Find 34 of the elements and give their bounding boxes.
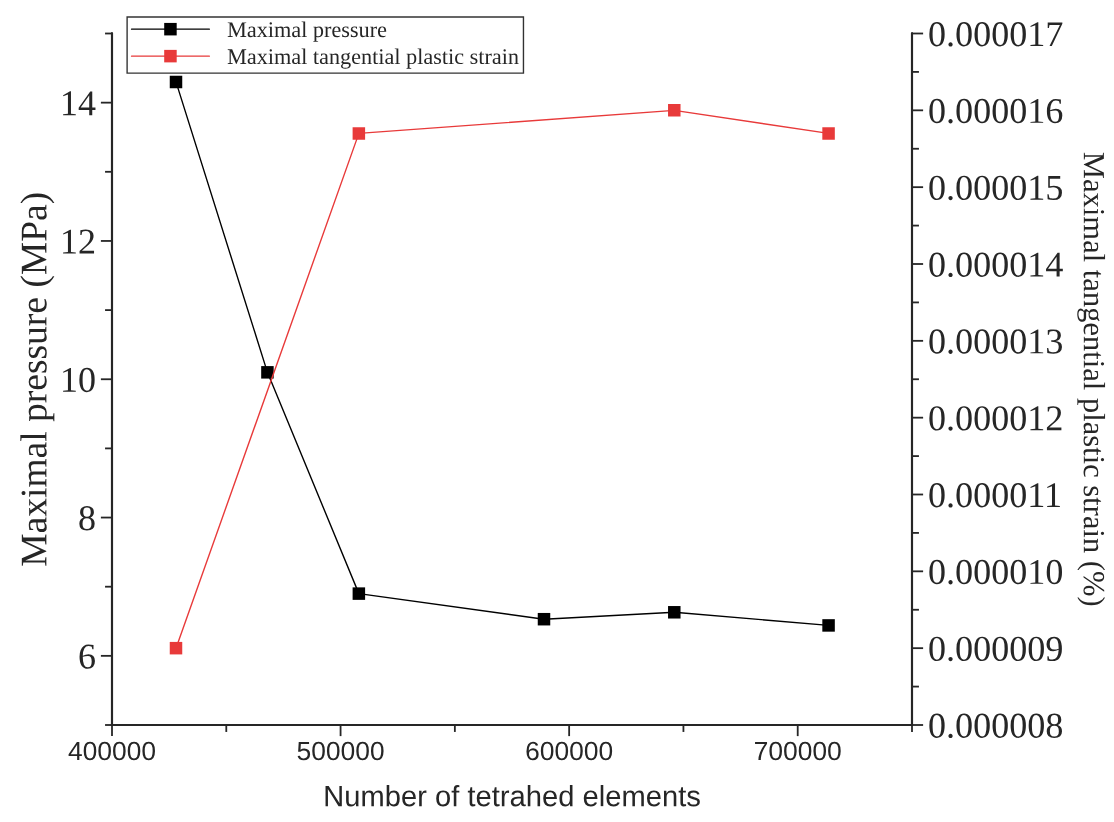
y-tick-label: 10 (63, 367, 95, 393)
y2-tick-label: 0.000012 (929, 406, 1062, 431)
y2-axis-title: Maximal tangential plastic strain (%) (1077, 152, 1106, 606)
y2-tick-label: 0.000010 (929, 559, 1063, 585)
y2-tick-label: 0.000014 (929, 252, 1063, 278)
x-axis-title: Number of tetrahed elements (325, 785, 700, 807)
y-tick-label: 8 (79, 506, 95, 531)
y-axis-title: Maximal pressure (MPa) (20, 193, 55, 566)
y2-tick-label: 0.000015 (929, 175, 1062, 201)
x-tick-label: 400000 (68, 741, 155, 761)
x-tick-label: 600000 (526, 741, 613, 761)
y2-tick-label: 0.000017 (929, 22, 1063, 47)
y2-tick-label: 0.000016 (929, 98, 1063, 124)
point (261, 366, 274, 379)
point (822, 127, 835, 140)
y2-tick-label: 0.000013 (929, 329, 1062, 354)
x-tick-label: 500000 (297, 741, 384, 761)
y2-tick-label: 0.000008 (929, 713, 1063, 739)
y-tick-label: 14 (63, 91, 96, 116)
point (668, 104, 681, 117)
y-tick-label: 12 (63, 229, 95, 254)
x-tick-label: 700000 (755, 741, 841, 761)
point (352, 587, 366, 600)
legend-label: Maximal tangential plastic strain (227, 48, 519, 69)
y2-tick-label: 0.000009 (929, 636, 1062, 662)
legend-label: Maximal pressure (227, 21, 387, 42)
point (352, 127, 366, 140)
y2-tick-label: 0.000011 (929, 483, 1060, 508)
point (169, 641, 183, 655)
point (822, 619, 835, 632)
point (169, 75, 183, 89)
y-tick-label: 6 (79, 644, 95, 669)
point (537, 612, 551, 626)
point (668, 606, 681, 619)
